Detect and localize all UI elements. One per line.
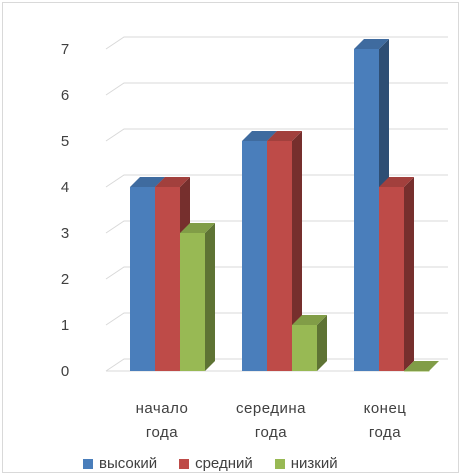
gridline [105, 174, 448, 188]
bar-side [404, 177, 414, 371]
bar-top [292, 315, 327, 325]
y-tick-label: 1 [61, 317, 69, 334]
bar-front [242, 141, 267, 371]
y-tick-label: 3 [61, 225, 69, 242]
legend-label: высокий [99, 455, 158, 472]
bar-front [130, 187, 155, 371]
legend-label: низкий [290, 455, 338, 472]
bar-front [379, 187, 404, 371]
legend-item: средний [179, 455, 253, 472]
gridline [105, 220, 448, 234]
gridline [105, 358, 448, 372]
bar-front [155, 187, 180, 371]
gridline [105, 36, 448, 50]
bar [292, 315, 327, 371]
bar [180, 223, 215, 371]
y-tick-label: 2 [61, 271, 69, 288]
bar-chart: 0 1 2 3 4 5 6 7 начало года середина года конец года [61, 36, 448, 441]
bar-top [379, 177, 414, 187]
bar-side [292, 131, 302, 371]
x-tick-label: середина года [236, 400, 306, 441]
x-tick-label: начало года [136, 400, 189, 441]
bar-front [354, 49, 379, 371]
gridline [105, 266, 448, 280]
bar-top [267, 131, 302, 141]
gridline [105, 82, 448, 96]
legend-swatch [274, 458, 285, 469]
bar-top [354, 39, 389, 49]
bar [354, 39, 389, 371]
gridline [105, 312, 448, 326]
bar [404, 361, 439, 372]
y-tick-label: 7 [61, 41, 69, 58]
bar-side [317, 315, 327, 371]
bar-front [180, 233, 205, 371]
legend-label: средний [195, 455, 253, 472]
bar-front [292, 325, 317, 371]
bar-side [205, 223, 215, 371]
bars [130, 39, 439, 372]
bar-top [155, 177, 190, 187]
bar-front [267, 141, 292, 371]
gridline [105, 128, 448, 142]
legend-item: низкий [274, 455, 338, 472]
y-tick-label: 6 [61, 87, 69, 104]
y-tick-label: 4 [61, 179, 69, 196]
bar-top [404, 361, 439, 371]
x-axis-labels: начало года середина года конец года [136, 400, 407, 441]
legend-swatch [83, 458, 93, 469]
bar-top [180, 223, 215, 233]
bar-top [130, 177, 165, 187]
x-tick-label: конец года [364, 400, 407, 441]
bar [379, 177, 414, 371]
bar-top [242, 131, 277, 141]
y-tick-label: 5 [61, 133, 69, 150]
bar [267, 131, 302, 371]
legend-swatch [179, 458, 190, 469]
legend-item: высокий [83, 455, 157, 472]
bar-front [404, 371, 429, 372]
y-axis-ticks: 0 1 2 3 4 5 6 7 [61, 41, 69, 380]
y-tick-label: 0 [61, 363, 69, 380]
legend: высокий средний низкий [83, 455, 338, 472]
